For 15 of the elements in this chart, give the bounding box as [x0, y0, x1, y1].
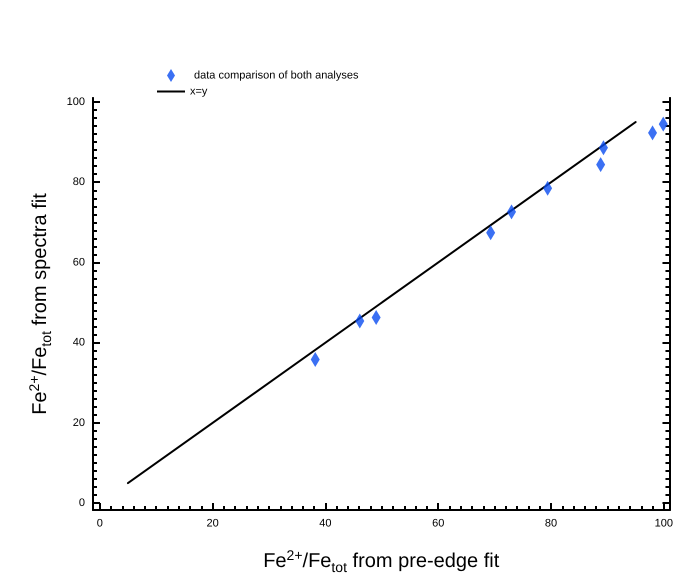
x-tick-label: 40	[319, 518, 332, 530]
y-tick-label: 40	[72, 336, 85, 349]
legend-label: data comparison of both analyses	[194, 70, 359, 82]
y-tick-label: 100	[66, 96, 85, 108]
y-tick-label: 0	[78, 497, 85, 510]
x-tick-label: 60	[432, 518, 444, 530]
x-tick-label: 80	[544, 518, 558, 530]
x-tick-label: 100	[654, 518, 674, 530]
legend-label: x=y	[190, 86, 208, 98]
y-tick-label: 80	[72, 176, 85, 188]
y-tick-label: 60	[72, 256, 85, 268]
x-tick-label: 20	[206, 518, 219, 530]
y-axis-title: Fe2+/Fetot from spectra fit	[26, 192, 54, 415]
x-tick-label: 0	[96, 518, 103, 530]
y-tick-label: 20	[72, 416, 85, 429]
